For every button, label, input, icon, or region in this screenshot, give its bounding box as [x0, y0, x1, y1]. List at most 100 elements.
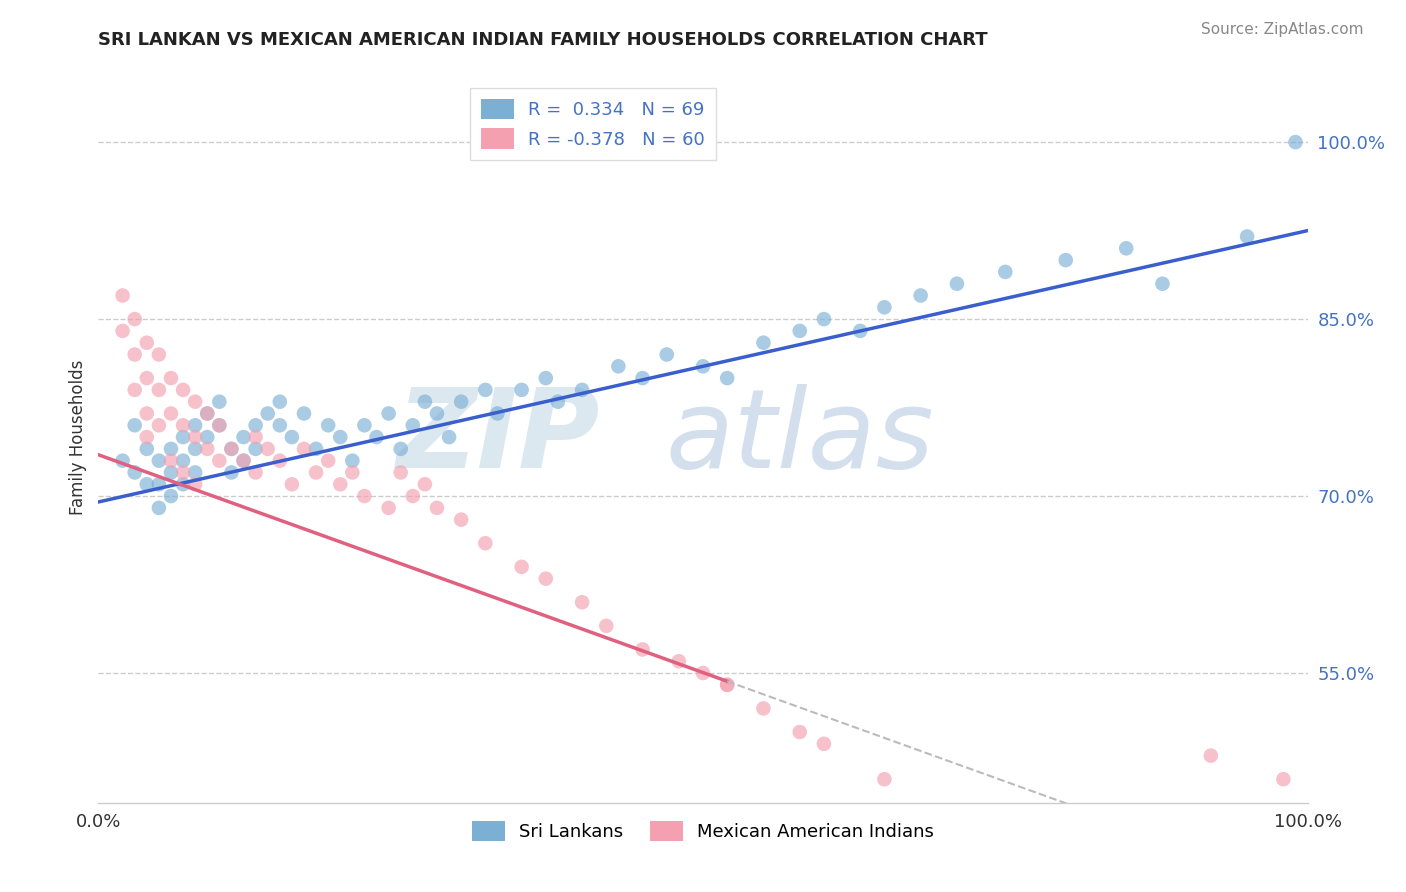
Point [160, 489, 183, 503]
Point [353, 489, 375, 503]
Point [873, 301, 896, 315]
Text: Source: ZipAtlas.com: Source: ZipAtlas.com [1201, 22, 1364, 37]
Point [256, 407, 278, 421]
Point [124, 347, 146, 361]
Point [111, 288, 134, 302]
Point [184, 466, 207, 480]
Point [752, 335, 775, 350]
Point [245, 430, 267, 444]
Point [269, 394, 291, 409]
Point [377, 407, 399, 421]
Point [692, 666, 714, 681]
Point [269, 418, 291, 433]
Point [195, 407, 218, 421]
Point [124, 312, 146, 326]
Point [716, 678, 738, 692]
Point [1272, 772, 1295, 787]
Point [135, 371, 157, 385]
Point [135, 335, 157, 350]
Point [232, 430, 254, 444]
Point [426, 407, 449, 421]
Point [148, 347, 170, 361]
Point [184, 418, 207, 433]
Point [221, 442, 243, 456]
Point [208, 453, 231, 467]
Point [450, 513, 472, 527]
Point [413, 394, 436, 409]
Point [124, 383, 146, 397]
Point [148, 500, 170, 515]
Point [389, 442, 412, 456]
Point [135, 477, 157, 491]
Point [402, 418, 425, 433]
Point [160, 442, 183, 456]
Point [305, 466, 328, 480]
Point [329, 430, 352, 444]
Point [221, 442, 243, 456]
Point [245, 466, 267, 480]
Point [232, 453, 254, 467]
Point [256, 442, 278, 456]
Point [1054, 253, 1077, 268]
Point [135, 442, 157, 456]
Point [292, 407, 315, 421]
Point [245, 442, 267, 456]
Point [510, 559, 533, 574]
Point [245, 418, 267, 433]
Point [389, 466, 412, 480]
Point [595, 619, 617, 633]
Point [148, 418, 170, 433]
Point [1284, 135, 1306, 149]
Text: SRI LANKAN VS MEXICAN AMERICAN INDIAN FAMILY HOUSEHOLDS CORRELATION CHART: SRI LANKAN VS MEXICAN AMERICAN INDIAN FA… [98, 31, 988, 49]
Point [195, 407, 218, 421]
Point [716, 371, 738, 385]
Point [426, 500, 449, 515]
Point [172, 477, 194, 491]
Point [631, 642, 654, 657]
Point [342, 453, 364, 467]
Point [631, 371, 654, 385]
Point [571, 383, 593, 397]
Point [474, 536, 496, 550]
Point [124, 418, 146, 433]
Point [752, 701, 775, 715]
Point [124, 466, 146, 480]
Point [946, 277, 969, 291]
Point [692, 359, 714, 374]
Point [172, 418, 194, 433]
Point [208, 418, 231, 433]
Point [195, 442, 218, 456]
Point [450, 394, 472, 409]
Point [413, 477, 436, 491]
Point [195, 430, 218, 444]
Point [910, 288, 932, 302]
Point [716, 678, 738, 692]
Point [607, 359, 630, 374]
Point [377, 500, 399, 515]
Point [160, 371, 183, 385]
Point [281, 477, 304, 491]
Point [221, 466, 243, 480]
Legend: Sri Lankans, Mexican American Indians: Sri Lankans, Mexican American Indians [465, 814, 941, 848]
Point [160, 453, 183, 467]
Point [329, 477, 352, 491]
Point [547, 394, 569, 409]
Point [437, 430, 460, 444]
Point [789, 324, 811, 338]
Point [342, 466, 364, 480]
Point [184, 442, 207, 456]
Point [534, 572, 557, 586]
Point [232, 453, 254, 467]
Point [510, 383, 533, 397]
Point [208, 394, 231, 409]
Point [172, 383, 194, 397]
Point [316, 418, 339, 433]
Point [668, 654, 690, 668]
Point [571, 595, 593, 609]
Point [172, 430, 194, 444]
Point [655, 347, 678, 361]
Text: atlas: atlas [665, 384, 934, 491]
Point [135, 407, 157, 421]
Point [148, 477, 170, 491]
Point [135, 430, 157, 444]
